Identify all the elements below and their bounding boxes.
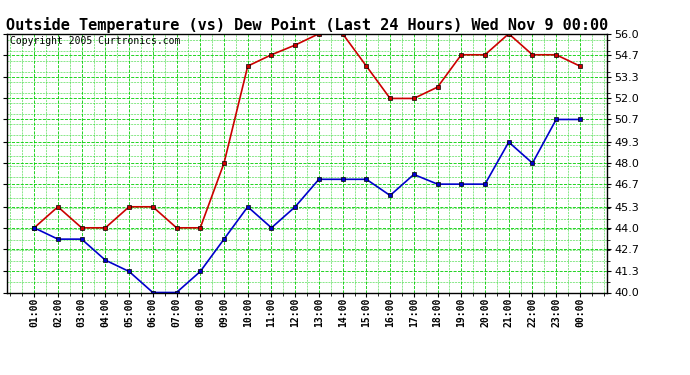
- Text: Copyright 2005 Curtronics.com: Copyright 2005 Curtronics.com: [10, 36, 180, 46]
- Title: Outside Temperature (vs) Dew Point (Last 24 Hours) Wed Nov 9 00:00: Outside Temperature (vs) Dew Point (Last…: [6, 16, 608, 33]
